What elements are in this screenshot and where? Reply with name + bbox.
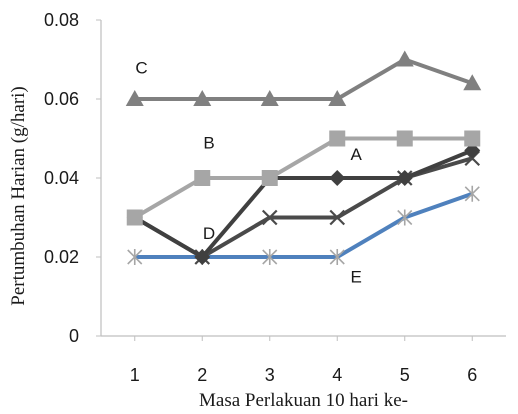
series-b xyxy=(126,130,481,226)
data-point xyxy=(464,185,480,202)
data-point xyxy=(464,130,481,147)
x-tick-label: 3 xyxy=(265,365,275,385)
series-c xyxy=(125,50,482,106)
data-point xyxy=(127,249,143,265)
data-point xyxy=(329,209,346,226)
series-line xyxy=(133,136,473,220)
data-point xyxy=(125,90,144,106)
x-tick-label: 6 xyxy=(467,365,477,385)
data-point xyxy=(329,249,345,265)
data-point xyxy=(397,209,413,226)
x-tick-label: 2 xyxy=(197,365,207,385)
series-label-d: D xyxy=(203,224,215,243)
series-label-b: B xyxy=(203,133,214,152)
series-label-a: A xyxy=(350,145,362,164)
data-point xyxy=(395,50,414,67)
data-point xyxy=(194,249,211,265)
data-point xyxy=(194,170,211,186)
x-tick-label: 5 xyxy=(400,365,410,385)
series-line xyxy=(134,191,473,259)
y-tick-label: 0.02 xyxy=(44,247,79,267)
series-label-e: E xyxy=(350,268,361,287)
data-point xyxy=(329,170,346,186)
axes: 0 0.02 0.04 0.06 0.08 1 2 3 4 5 6 xyxy=(44,10,506,385)
data-point xyxy=(193,90,212,106)
data-point xyxy=(396,130,413,147)
series-e xyxy=(127,185,480,265)
y-tick-label: 0.06 xyxy=(44,89,79,109)
data-point xyxy=(260,90,279,106)
data-point xyxy=(463,74,482,91)
series-layer xyxy=(125,50,482,265)
y-tick-label: 0.04 xyxy=(44,168,79,188)
series-label-c: C xyxy=(135,58,147,77)
y-tick-label: 0.08 xyxy=(44,10,79,30)
series-line xyxy=(134,57,473,101)
data-point xyxy=(329,130,346,147)
y-axis-title: Pertumbuhan Harian (g/hari) xyxy=(8,86,29,305)
x-axis-title: Masa Perlakuan 10 hari ke- xyxy=(199,390,408,411)
data-point xyxy=(396,170,413,186)
series-a xyxy=(126,142,481,265)
y-tick-label: 0 xyxy=(69,326,79,346)
x-tick-label: 1 xyxy=(130,365,140,385)
data-point xyxy=(126,209,143,226)
data-point xyxy=(261,170,278,186)
x-tick-label: 4 xyxy=(332,365,342,385)
data-point xyxy=(328,90,347,106)
series-line xyxy=(133,148,474,259)
series-labels: C B A D E xyxy=(135,58,362,286)
data-point xyxy=(262,249,278,265)
data-point xyxy=(261,209,278,226)
